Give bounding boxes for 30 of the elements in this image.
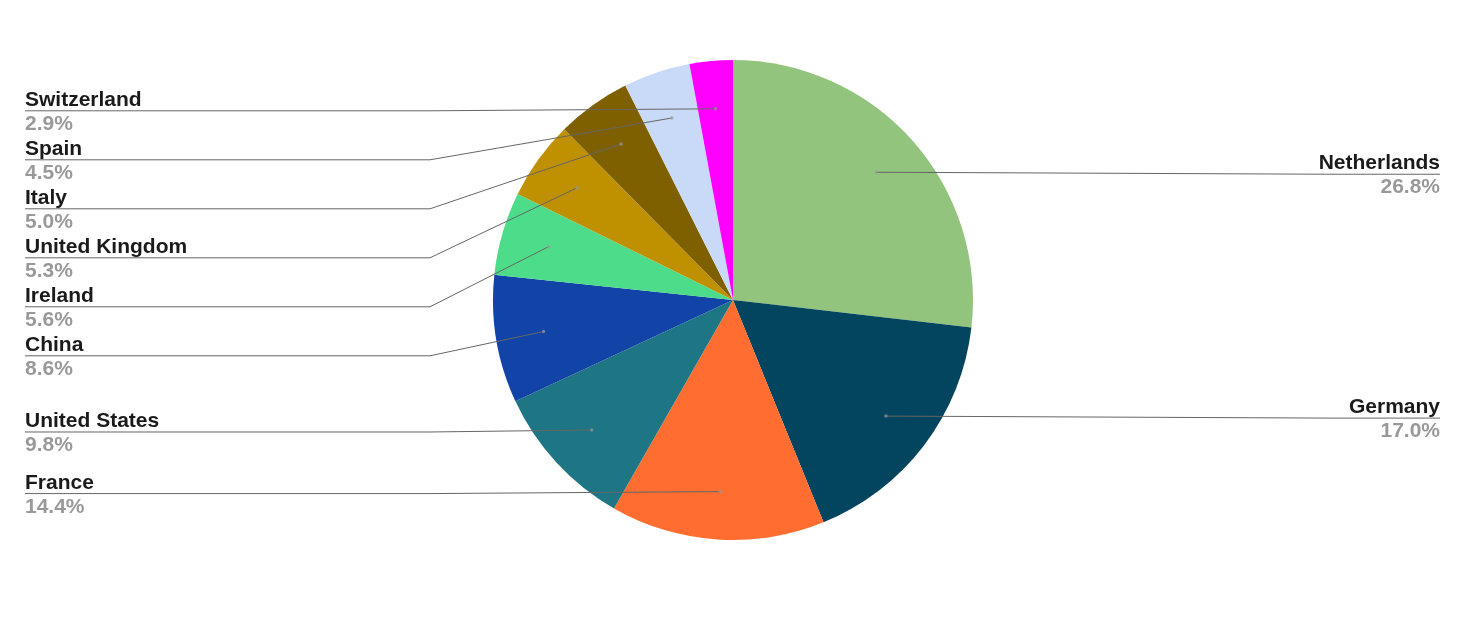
data-label: 5.3% bbox=[25, 257, 74, 281]
pie-slice bbox=[493, 274, 733, 402]
data-label: 2.9% bbox=[25, 110, 74, 134]
slice-label: Switzerland bbox=[25, 86, 142, 110]
pie-slice bbox=[494, 193, 733, 300]
slice-label: United Kingdom bbox=[25, 233, 188, 257]
pie-slice bbox=[517, 129, 733, 300]
pie-slice bbox=[733, 300, 972, 523]
slice-label: China bbox=[25, 331, 84, 355]
slice-label: Ireland bbox=[25, 282, 94, 306]
pie-slice bbox=[625, 63, 733, 300]
data-label: 9.8% bbox=[25, 431, 74, 455]
pie-slice bbox=[613, 300, 824, 540]
data-label: 26.8% bbox=[1380, 174, 1441, 198]
pie-slice bbox=[733, 60, 973, 328]
slice-label: Italy bbox=[25, 184, 68, 208]
slice-label: Spain bbox=[25, 135, 83, 159]
data-label: 14.4% bbox=[25, 493, 85, 517]
slice-label: United States bbox=[25, 407, 160, 431]
data-label: 17.0% bbox=[1380, 418, 1441, 442]
slice-label: France bbox=[25, 469, 94, 493]
slice-label: Netherlands bbox=[1318, 150, 1440, 174]
pie-slice bbox=[689, 60, 733, 300]
data-label: 5.0% bbox=[25, 208, 74, 232]
pie-slice bbox=[515, 300, 733, 509]
data-label: 8.6% bbox=[25, 355, 74, 379]
pie-slice bbox=[564, 85, 733, 300]
data-label: 4.5% bbox=[25, 159, 74, 183]
slice-label: Germany bbox=[1348, 394, 1441, 418]
data-label: 5.6% bbox=[25, 306, 74, 330]
